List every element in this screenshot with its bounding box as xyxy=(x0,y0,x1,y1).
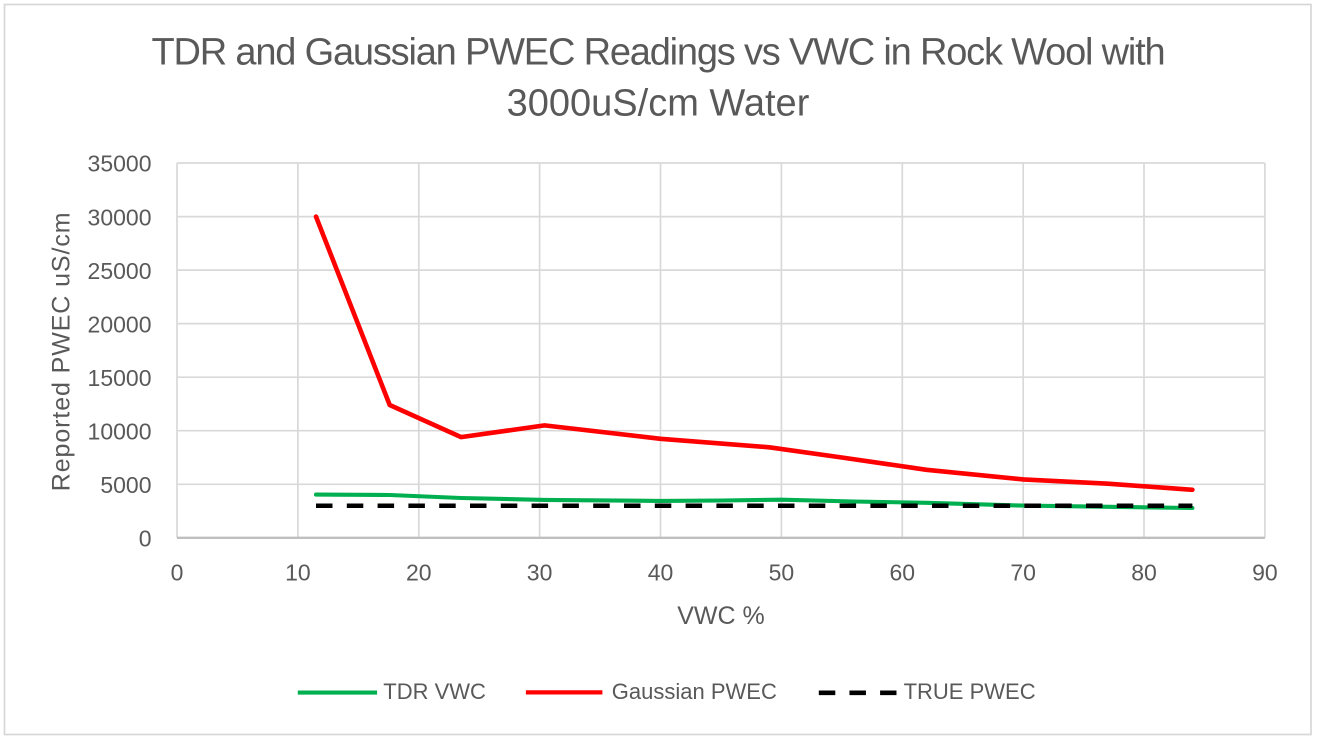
svg-text:70: 70 xyxy=(1010,560,1036,586)
svg-text:50: 50 xyxy=(769,560,795,586)
svg-text:20000: 20000 xyxy=(88,311,152,337)
svg-text:25000: 25000 xyxy=(88,258,152,284)
svg-text:10000: 10000 xyxy=(88,418,152,444)
svg-text:VWC %: VWC % xyxy=(677,602,765,630)
svg-text:20: 20 xyxy=(406,560,432,586)
svg-text:0: 0 xyxy=(139,526,152,552)
svg-text:TDR and Gaussian PWEC Readings: TDR and Gaussian PWEC Readings vs VWC in… xyxy=(152,31,1165,73)
svg-text:35000: 35000 xyxy=(88,151,152,177)
svg-text:TDR VWC: TDR VWC xyxy=(383,679,486,704)
svg-text:10: 10 xyxy=(285,560,311,586)
svg-text:30000: 30000 xyxy=(88,204,152,230)
svg-text:TRUE PWEC: TRUE PWEC xyxy=(904,679,1036,704)
svg-text:60: 60 xyxy=(890,560,916,586)
svg-text:30: 30 xyxy=(527,560,553,586)
svg-text:15000: 15000 xyxy=(88,365,152,391)
svg-text:90: 90 xyxy=(1252,560,1278,586)
svg-text:40: 40 xyxy=(648,560,674,586)
svg-text:Gaussian PWEC: Gaussian PWEC xyxy=(612,679,777,704)
svg-text:0: 0 xyxy=(171,560,184,586)
svg-text:3000uS/cm Water: 3000uS/cm Water xyxy=(507,83,810,125)
svg-text:5000: 5000 xyxy=(100,472,151,498)
svg-text:Reported PWEC uS/cm: Reported PWEC uS/cm xyxy=(48,212,76,492)
svg-text:80: 80 xyxy=(1131,560,1157,586)
